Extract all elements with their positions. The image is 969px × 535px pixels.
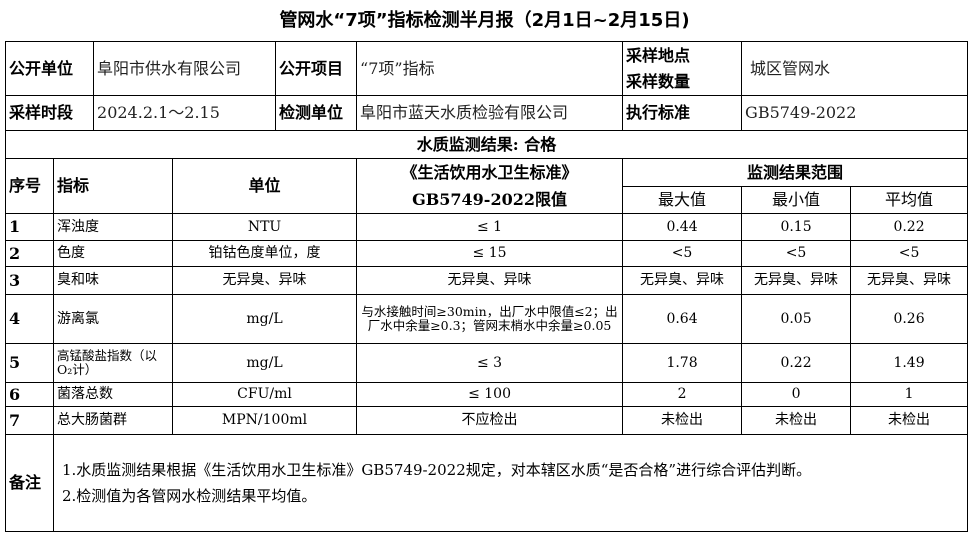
- row-min: 无异臭、异味: [741, 266, 852, 295]
- row-no: 3: [5, 266, 54, 295]
- row-limit: ≤ 15: [356, 240, 624, 267]
- row-min: 0: [741, 382, 852, 407]
- row-limit: 不应检出: [356, 406, 624, 435]
- row-limit: ≤ 1: [356, 213, 624, 241]
- header-avg: 平均值: [850, 185, 969, 214]
- lab-value: 阜阳市蓝天水质检验有限公司: [356, 95, 624, 131]
- header-min: 最小值: [741, 185, 852, 214]
- result-summary: 水质监测结果: 合格: [4, 130, 969, 159]
- lab-label: 检测单位: [275, 95, 358, 131]
- row-avg: 1.49: [850, 343, 969, 383]
- row-avg: <5: [850, 240, 969, 267]
- row-unit: 铂钴色度单位，度: [172, 240, 358, 267]
- row-avg: 0.26: [850, 294, 969, 344]
- item-value: “7项”指标: [356, 41, 624, 96]
- header-max: 最大值: [622, 185, 743, 214]
- item-label: 公开项目: [275, 41, 358, 96]
- row-no: 5: [5, 343, 54, 383]
- row-min: <5: [741, 240, 852, 267]
- row-no: 7: [5, 406, 54, 435]
- site-label: 采样地点 采样数量: [622, 41, 743, 96]
- standard-label: 执行标准: [622, 95, 743, 131]
- row-min: 0.15: [741, 213, 852, 241]
- report-table: 公开单位 阜阳市供水有限公司 公开项目 “7项”指标 采样地点 采样数量 城区管…: [4, 41, 969, 532]
- row-limit: 与水接触时间≥30min，出厂水中限值≤2；出厂水中余量≥0.3；管网末梢水中余…: [356, 294, 624, 344]
- period-label: 采样时段: [4, 95, 95, 131]
- row-limit: ≤ 3: [356, 343, 624, 383]
- row-indicator: 色度: [52, 240, 174, 267]
- row-max: 2: [622, 382, 743, 407]
- header-indicator: 指标: [52, 158, 174, 214]
- table-row: 1 浑浊度 NTU ≤ 1 0.44 0.15 0.22: [5, 213, 969, 241]
- publisher-label: 公开单位: [4, 41, 95, 96]
- period-value: 2024.2.1～2.15: [93, 95, 277, 131]
- row-max: 未检出: [622, 406, 743, 435]
- row-max: 1.78: [622, 343, 743, 383]
- standard-value: GB5749-2022: [741, 95, 969, 131]
- row-avg: 未检出: [850, 406, 969, 435]
- row-indicator: 浑浊度: [52, 213, 174, 241]
- note-line: 1.水质监测结果根据《生活饮用水卫生标准》GB5749-2022规定，对本辖区水…: [62, 461, 812, 479]
- row-unit: MPN/100ml: [172, 406, 358, 435]
- row-no: 4: [5, 294, 54, 344]
- table-row: 6 菌落总数 CFU/ml ≤ 100 2 0 1: [5, 382, 969, 407]
- site-value: 城区管网水: [741, 41, 969, 96]
- header-limit: 《生活饮用水卫生标准》 GB5749-2022限值: [356, 158, 624, 214]
- row-avg: 0.22: [850, 213, 969, 241]
- row-max: 0.44: [622, 213, 743, 241]
- row-limit: 无异臭、异味: [356, 266, 624, 295]
- row-unit: CFU/ml: [172, 382, 358, 407]
- row-min: 0.05: [741, 294, 852, 344]
- row-indicator: 总大肠菌群: [52, 406, 174, 435]
- table-row: 5 高锰酸盐指数（以O₂计） mg/L ≤ 3 1.78 0.22 1.49: [5, 343, 969, 383]
- row-max: 无异臭、异味: [622, 266, 743, 295]
- table-row: 4 游离氯 mg/L 与水接触时间≥30min，出厂水中限值≤2；出厂水中余量≥0.3…: [5, 294, 969, 344]
- row-avg: 无异臭、异味: [850, 266, 969, 295]
- row-unit: NTU: [172, 213, 358, 241]
- publisher-value: 阜阳市供水有限公司: [93, 41, 277, 96]
- row-max: <5: [622, 240, 743, 267]
- row-indicator: 菌落总数: [52, 382, 174, 407]
- row-min: 0.22: [741, 343, 852, 383]
- notes-label: 备注: [5, 434, 54, 532]
- row-indicator: 高锰酸盐指数（以O₂计）: [52, 343, 174, 383]
- row-indicator: 游离氯: [52, 294, 174, 344]
- row-unit: 无异臭、异味: [172, 266, 358, 295]
- header-range: 监测结果范围: [622, 158, 969, 187]
- row-max: 0.64: [622, 294, 743, 344]
- table-row: 2 色度 铂钴色度单位，度 ≤ 15 <5 <5 <5: [5, 240, 969, 267]
- row-indicator: 臭和味: [52, 266, 174, 295]
- row-min: 未检出: [741, 406, 852, 435]
- table-row: 3 臭和味 无异臭、异味 无异臭、异味 无异臭、异味 无异臭、异味 无异臭、异味: [5, 266, 969, 295]
- table-row: 7 总大肠菌群 MPN/100ml 不应检出 未检出 未检出 未检出: [5, 406, 969, 435]
- row-no: 2: [5, 240, 54, 267]
- header-no: 序号: [5, 158, 54, 214]
- header-unit: 单位: [172, 158, 358, 214]
- row-no: 6: [5, 382, 54, 407]
- report-title: 管网水“7项”指标检测半月报（2月1日~2月15日): [279, 10, 690, 31]
- row-no: 1: [5, 213, 54, 241]
- row-unit: mg/L: [172, 294, 358, 344]
- note-line: 2.检测值为各管网水检测结果平均值。: [62, 487, 317, 505]
- row-avg: 1: [850, 382, 969, 407]
- row-unit: mg/L: [172, 343, 358, 383]
- row-limit: ≤ 100: [356, 382, 624, 407]
